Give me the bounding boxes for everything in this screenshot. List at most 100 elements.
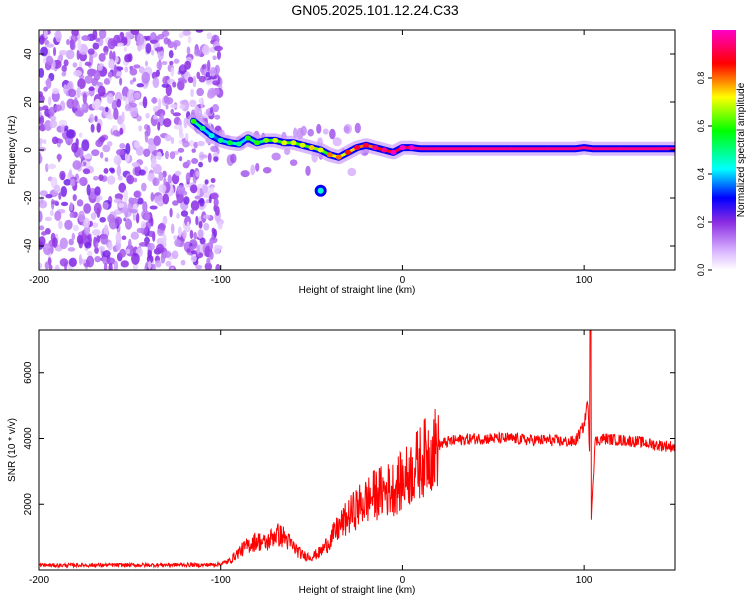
noise-blob xyxy=(194,105,200,116)
noise-blob xyxy=(104,157,109,162)
noise-blob xyxy=(98,30,107,39)
track-blob xyxy=(263,137,270,143)
noise-blob xyxy=(77,78,86,90)
noise-blob xyxy=(79,147,84,160)
noise-blob xyxy=(214,64,220,75)
noise-blob xyxy=(162,215,168,225)
noise-blob xyxy=(195,215,199,226)
track-blob xyxy=(344,149,351,155)
noise-blob xyxy=(170,103,178,109)
noise-blob xyxy=(100,233,109,245)
noise-blob xyxy=(39,152,42,164)
noise-blob xyxy=(209,250,214,260)
noise-blob xyxy=(157,33,165,40)
noise-blob xyxy=(95,37,101,42)
noise-blob xyxy=(117,202,125,208)
noise-blob xyxy=(180,63,186,72)
noise-blob xyxy=(107,214,116,224)
noise-blob xyxy=(107,175,116,185)
noise-blob xyxy=(76,199,84,207)
noise-blob xyxy=(155,243,165,253)
noise-blob xyxy=(110,168,115,174)
noise-blob xyxy=(119,143,126,149)
noise-blob xyxy=(126,217,131,227)
noise-blob xyxy=(66,98,75,109)
bottom-x-tick-label: -100 xyxy=(211,575,231,586)
colorbar-tick-label: 0.6 xyxy=(696,120,706,133)
noise-blob xyxy=(354,122,361,134)
noise-blob xyxy=(151,97,158,104)
noise-blob xyxy=(202,214,211,219)
noise-blob xyxy=(164,134,172,142)
bottom-x-axis: -200 -100 0 100 xyxy=(29,330,593,586)
noise-blob xyxy=(179,132,184,139)
top-y-tick-label: 40 xyxy=(23,48,34,60)
noise-blob xyxy=(305,165,311,177)
noise-blob xyxy=(194,48,202,57)
noise-blob xyxy=(92,175,99,181)
noise-blob xyxy=(111,99,118,111)
noise-blob xyxy=(91,149,100,157)
noise-blob xyxy=(127,238,132,251)
track-blob xyxy=(290,140,297,146)
noise-blob xyxy=(182,229,187,239)
bottom-x-label: Height of straight line (km) xyxy=(299,585,416,596)
noise-blob xyxy=(150,217,154,227)
noise-blob xyxy=(124,66,129,73)
track-blob xyxy=(317,147,324,153)
noise-blob xyxy=(83,153,93,160)
noise-blob xyxy=(44,216,52,222)
noise-blob xyxy=(169,60,174,66)
noise-blob xyxy=(134,140,141,149)
noise-blob xyxy=(63,59,69,67)
track-blob xyxy=(308,145,315,151)
noise-blob xyxy=(207,152,212,163)
noise-blob xyxy=(106,140,113,147)
noise-blob xyxy=(168,50,174,59)
noise-blob xyxy=(99,136,106,143)
noise-blob xyxy=(116,42,124,47)
noise-blob xyxy=(83,203,92,214)
noise-blob xyxy=(39,106,44,111)
noise-blob xyxy=(61,65,67,72)
noise-blob xyxy=(61,123,65,134)
noise-blob xyxy=(59,170,66,181)
noise-blob xyxy=(47,163,57,169)
noise-blob xyxy=(177,226,182,238)
noise-blob xyxy=(149,39,158,44)
noise-blob xyxy=(194,195,201,200)
noise-blob xyxy=(205,199,210,204)
noise-blob xyxy=(165,104,169,110)
noise-blob xyxy=(44,261,49,270)
noise-blob xyxy=(64,219,73,230)
noise-blob xyxy=(162,233,167,244)
noise-blob xyxy=(39,35,45,45)
noise-blob xyxy=(46,55,54,66)
noise-blob xyxy=(196,140,205,147)
noise-blob xyxy=(121,235,127,241)
bottom-y-label: SNR (10 * v/v) xyxy=(7,418,18,482)
track-blob xyxy=(354,145,360,151)
noise-blob xyxy=(48,106,55,117)
noise-blob xyxy=(208,75,217,80)
noise-blob xyxy=(58,220,63,230)
noise-blob xyxy=(213,156,219,162)
noise-blob xyxy=(150,49,155,56)
noise-blob xyxy=(137,44,142,52)
noise-blob xyxy=(81,103,87,110)
noise-blob xyxy=(198,97,203,104)
noise-blob xyxy=(125,248,131,255)
noise-blob xyxy=(170,266,175,270)
noise-blob xyxy=(196,87,204,97)
bottom-y-tick-label: 6000 xyxy=(23,361,34,384)
noise-blob xyxy=(347,167,357,177)
noise-blob xyxy=(123,217,127,222)
noise-blob xyxy=(66,82,72,91)
noise-blob xyxy=(48,96,52,106)
noise-blob xyxy=(54,210,62,221)
noise-blob xyxy=(153,115,158,120)
noise-blob xyxy=(195,170,200,178)
track-blob xyxy=(399,145,406,151)
noise-blob xyxy=(196,71,201,80)
noise-blob xyxy=(61,71,66,77)
